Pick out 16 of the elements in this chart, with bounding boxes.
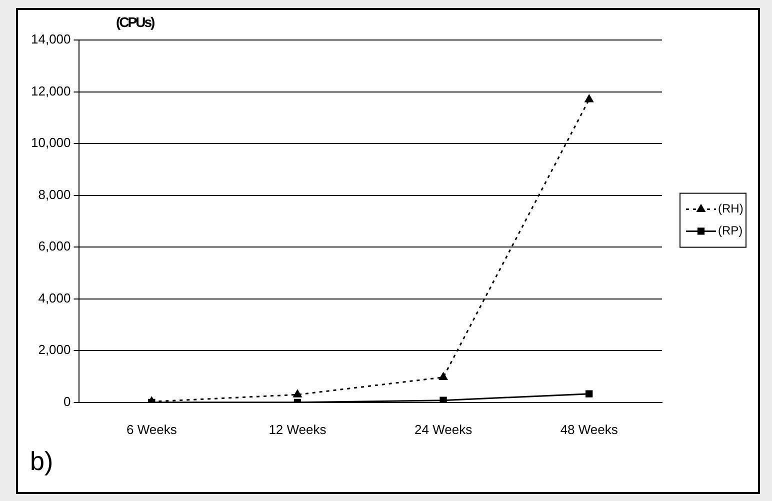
y-tick-label: 4,000 — [38, 290, 71, 306]
y-axis-title: (CPUs) — [116, 14, 154, 30]
y-tick-label: 6,000 — [38, 238, 71, 254]
x-tick-label: 24 Weeks — [414, 422, 473, 437]
x-tick-label: 12 Weeks — [268, 422, 327, 437]
y-tick-label: 0 — [64, 394, 71, 409]
legend-label: (RH) — [718, 202, 744, 216]
x-tick-label: 6 Weeks — [126, 422, 178, 437]
x-tick-label: 48 Weeks — [560, 422, 618, 437]
y-tick-label: 14,000 — [30, 32, 71, 47]
y-tick-label: 10,000 — [30, 135, 71, 150]
y-tick-label: 2,000 — [38, 342, 71, 358]
y-tick-label: 12,000 — [30, 83, 71, 98]
text: b) — [30, 446, 54, 477]
y-tick-label: 8,000 — [38, 186, 71, 202]
legend-label: (RP) — [718, 224, 743, 238]
